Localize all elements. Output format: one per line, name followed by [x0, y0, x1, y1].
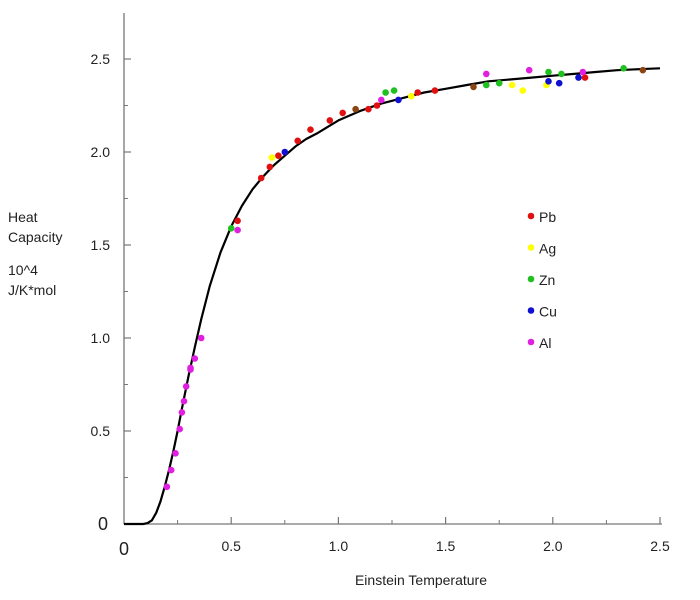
y-axis-title-line-3: 10^4: [8, 262, 38, 278]
data-point-al: [483, 70, 490, 78]
data-point-ag: [508, 81, 516, 89]
data-point-cu: [545, 78, 552, 85]
data-point-pb: [414, 89, 422, 96]
legend-marker-zn: [527, 275, 535, 283]
data-point-al: [180, 397, 188, 405]
data-point-ag: [519, 87, 527, 94]
data-points: [163, 65, 647, 491]
data-point-zn: [495, 79, 503, 87]
y-tick-label: 2.0: [91, 144, 111, 160]
data-point-cu: [555, 79, 563, 87]
legend-marker-pb: [527, 212, 535, 220]
y-axis-title-line-1: Heat: [8, 209, 38, 225]
data-point-al: [172, 450, 179, 457]
axes: [123, 13, 662, 525]
einstein-curve: [124, 67, 661, 526]
data-point-pb: [266, 163, 274, 171]
data-point-al: [378, 96, 385, 104]
data-point-al: [579, 68, 587, 76]
data-point-cu: [281, 148, 289, 156]
data-point-pb: [234, 217, 241, 225]
data-point-al: [197, 334, 205, 342]
legend-marker-ag: [527, 244, 535, 251]
data-point-other: [352, 105, 359, 113]
x-tick-label: 2.5: [650, 538, 670, 554]
y-tick-label: 1.0: [91, 330, 111, 346]
data-point-ag: [268, 154, 276, 161]
data-point-zn: [558, 70, 565, 78]
x-axis-title: Einstein Temperature: [355, 572, 487, 588]
legend-label-zn: Zn: [539, 272, 555, 288]
data-point-al: [163, 483, 171, 491]
data-point-pb: [431, 87, 439, 94]
data-point-al: [182, 383, 190, 390]
y-tick-label: 2.5: [91, 51, 111, 67]
legend-label-al: Al: [539, 335, 551, 351]
data-point-cu: [395, 96, 402, 104]
curve-layer: [124, 67, 661, 526]
legend-marker-al: [527, 338, 535, 346]
y-axis-title-line-4: J/K*mol: [8, 282, 56, 298]
data-point-pb: [365, 105, 372, 113]
y-tick-label: 0.5: [91, 423, 111, 439]
data-point-zn: [545, 68, 552, 76]
data-point-pb: [275, 152, 282, 159]
data-point-zn: [390, 87, 398, 94]
legend-label-ag: Ag: [539, 241, 556, 257]
data-point-al: [525, 66, 533, 74]
legend-label-cu: Cu: [539, 304, 557, 320]
x-tick-label: 1.0: [329, 538, 349, 554]
data-point-al: [178, 409, 186, 416]
legend-marker-cu: [527, 307, 535, 314]
x-tick-label: 2.0: [543, 538, 563, 554]
data-point-other: [639, 66, 647, 74]
data-point-pb: [339, 109, 347, 117]
data-point-pb: [294, 137, 302, 145]
data-point-al: [187, 364, 194, 372]
data-point-pb: [257, 174, 265, 182]
data-point-ag: [408, 92, 415, 100]
data-point-zn: [382, 89, 389, 96]
data-point-al: [191, 355, 199, 362]
data-point-al: [234, 226, 241, 234]
data-point-al: [167, 466, 175, 474]
data-point-pb: [581, 74, 589, 81]
x-origin-label: 0: [119, 539, 129, 559]
data-point-other: [470, 83, 477, 91]
data-point-pb: [326, 117, 334, 124]
legend: Pb Ag Zn Cu Al: [527, 209, 557, 351]
x-tick-label: 1.5: [436, 538, 456, 554]
y-axis-title: Heat Capacity 10^4 J/K*mol: [8, 209, 62, 298]
data-point-al: [176, 425, 183, 433]
y-origin-label: 0: [98, 514, 108, 534]
axis-ticks: 0.5 1.0 1.5 2.0 2.5 0.5 1.0 1.5 2.0 2.5: [91, 51, 670, 554]
data-point-cu: [575, 74, 582, 81]
legend-label-pb: Pb: [539, 209, 556, 225]
data-point-pb: [307, 126, 314, 133]
data-point-zn: [483, 81, 490, 89]
data-point-pb: [373, 102, 381, 109]
data-point-zn: [227, 225, 235, 232]
y-tick-label: 1.5: [91, 237, 111, 253]
x-tick-label: 0.5: [221, 538, 241, 554]
y-axis-title-line-2: Capacity: [8, 229, 62, 245]
data-point-zn: [620, 65, 627, 72]
